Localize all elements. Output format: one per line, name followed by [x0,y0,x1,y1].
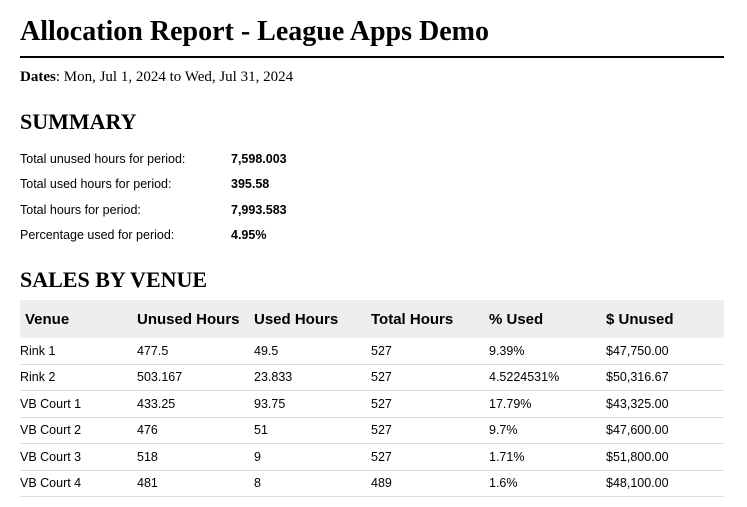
summary-value: 7,598.003 [231,151,287,166]
cell-venue: VB Court 3 [20,443,137,471]
cell-unused-hours: 476 [137,417,254,444]
cell-venue: VB Court 1 [20,390,137,418]
cell-unused-hours: 518 [137,443,254,471]
dates-value: : Mon, Jul 1, 2024 to Wed, Jul 31, 2024 [55,69,294,85]
cell-percent-used: 9.7% [489,417,606,444]
cell-total-hours: 527 [371,338,489,365]
cell-percent-used: 4.5224531% [489,364,606,391]
column-header-venue: Venue [20,300,137,338]
cell-dollar-unused: $51,800.00 [606,443,724,471]
cell-unused-hours: 503.167 [137,364,254,391]
cell-percent-used: 1.71% [489,443,606,471]
table-row: VB Court 2 476 51 527 9.7% $47,600.00 [20,417,724,444]
table-row: VB Court 4 481 8 489 1.6% $48,100.00 [20,470,724,497]
cell-dollar-unused: $50,316.67 [606,364,724,391]
cell-used-hours: 49.5 [254,338,371,365]
report-dates: Dates: Mon, Jul 1, 2024 to Wed, Jul 31, … [20,68,724,86]
cell-venue: VB Court 2 [20,417,137,444]
sales-by-venue-heading: SALES BY VENUE [20,267,208,292]
summary-label: Total hours for period: [20,202,141,217]
cell-total-hours: 527 [371,390,489,418]
table-row: VB Court 3 518 9 527 1.71% $51,800.00 [20,443,724,471]
cell-used-hours: 9 [254,443,371,471]
cell-percent-used: 17.79% [489,390,606,418]
cell-total-hours: 527 [371,443,489,471]
dates-label: Dates [20,69,56,85]
column-header-percent-used: % Used [489,300,606,338]
column-header-dollar-unused: $ Unused [606,300,724,338]
cell-unused-hours: 477.5 [137,338,254,365]
cell-used-hours: 23.833 [254,364,371,391]
cell-total-hours: 527 [371,364,489,391]
cell-dollar-unused: $43,325.00 [606,390,724,418]
summary-row-unused: Total unused hours for period: 7,598.003 [20,146,287,172]
summary-label: Total unused hours for period: [20,151,186,166]
report-title: Allocation Report - League Apps Demo [20,0,724,58]
cell-dollar-unused: $48,100.00 [606,470,724,497]
report-page: Allocation Report - League Apps Demo Dat… [20,0,724,497]
summary-row-percentage: Percentage used for period: 4.95% [20,223,287,249]
cell-unused-hours: 433.25 [137,390,254,418]
cell-venue: Rink 2 [20,364,137,391]
cell-percent-used: 1.6% [489,470,606,497]
table-row: Rink 1 477.5 49.5 527 9.39% $47,750.00 [20,338,724,365]
cell-percent-used: 9.39% [489,338,606,365]
column-header-used-hours: Used Hours [254,300,371,338]
summary-label: Total used hours for period: [20,177,172,192]
sales-by-venue-table: Venue Unused Hours Used Hours Total Hour… [20,300,724,497]
cell-dollar-unused: $47,750.00 [606,338,724,365]
column-header-total-hours: Total Hours [371,300,489,338]
table-header-row: Venue Unused Hours Used Hours Total Hour… [20,300,724,338]
summary-value: 4.95% [231,228,267,243]
summary-value: 395.58 [231,177,270,192]
cell-total-hours: 489 [371,470,489,497]
column-header-unused-hours: Unused Hours [137,300,254,338]
summary-label: Percentage used for period: [20,228,175,243]
cell-unused-hours: 481 [137,470,254,497]
cell-used-hours: 8 [254,470,371,497]
cell-used-hours: 51 [254,417,371,444]
summary-table: Total unused hours for period: 7,598.003… [20,146,287,248]
cell-venue: VB Court 4 [20,470,137,497]
summary-row-used: Total used hours for period: 395.58 [20,172,287,198]
table-row: Rink 2 503.167 23.833 527 4.5224531% $50… [20,364,724,391]
summary-row-total: Total hours for period: 7,993.583 [20,197,287,223]
cell-venue: Rink 1 [20,338,137,365]
cell-used-hours: 93.75 [254,390,371,418]
cell-dollar-unused: $47,600.00 [606,417,724,444]
cell-total-hours: 527 [371,417,489,444]
summary-heading: SUMMARY [20,109,137,134]
summary-value: 7,993.583 [231,202,287,217]
table-row: VB Court 1 433.25 93.75 527 17.79% $43,3… [20,390,724,418]
